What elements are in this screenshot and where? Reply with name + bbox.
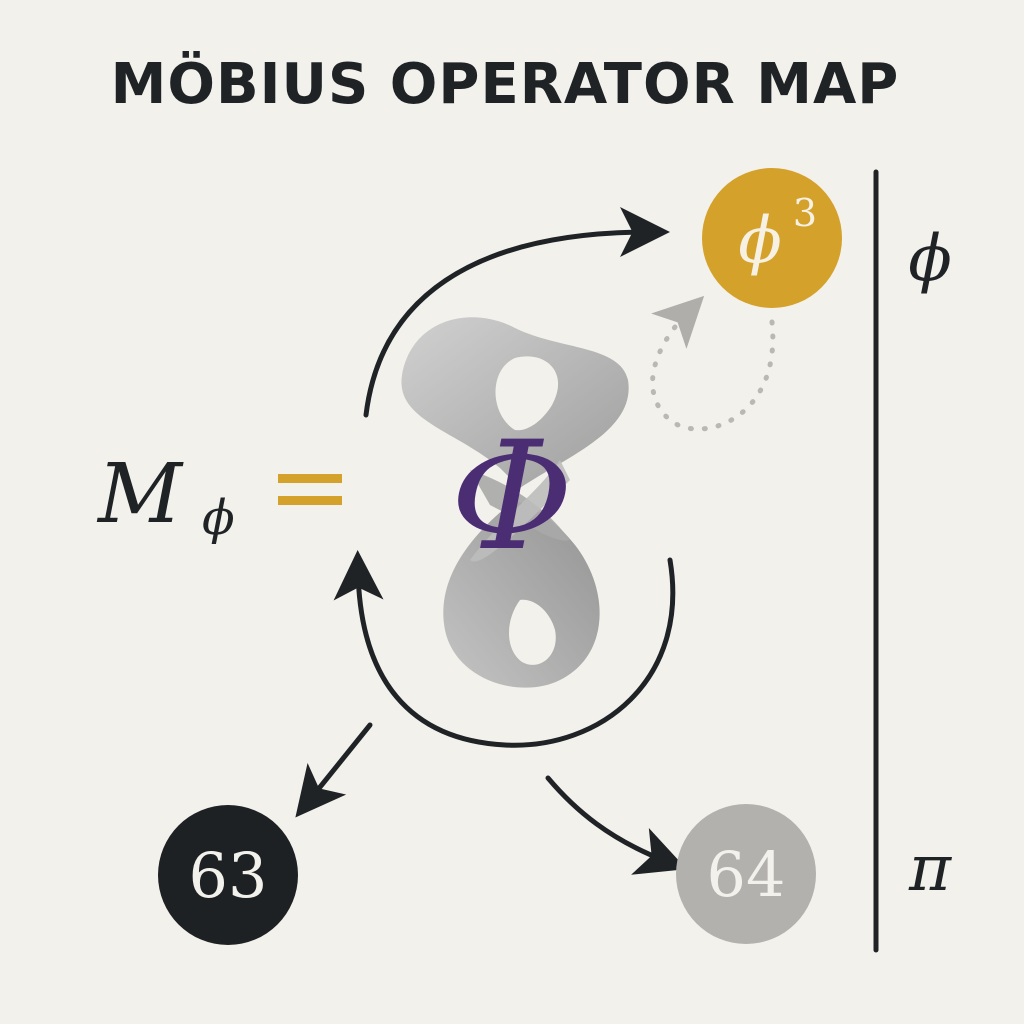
- dotted-arrow: [650, 295, 776, 432]
- arrow-to-64: [545, 775, 687, 875]
- node-63-label: 63: [189, 839, 268, 912]
- phi-cubed-exponent: 3: [793, 191, 817, 235]
- mobius-ribbon-icon: [401, 317, 629, 688]
- equals-sign: [278, 474, 342, 505]
- loop-arrow: [333, 550, 676, 748]
- arrow-to-phi-cubed: [363, 207, 670, 418]
- diagram-title: MÖBIUS OPERATOR MAP: [110, 52, 900, 117]
- center-phi-symbol: Φ: [451, 410, 574, 584]
- scale-bottom-label: π: [908, 832, 952, 906]
- node-64-label: 64: [707, 838, 786, 911]
- operator-subscript: ϕ: [202, 490, 235, 546]
- phi-cubed-node: ϕ 3: [702, 168, 842, 308]
- operator-symbol: M: [96, 447, 184, 542]
- phi-cubed-base: ϕ: [738, 204, 782, 278]
- node-63: 63: [158, 805, 298, 945]
- arrow-to-63: [295, 722, 373, 818]
- node-64: 64: [676, 804, 816, 944]
- scale-top-label: ϕ: [908, 222, 952, 296]
